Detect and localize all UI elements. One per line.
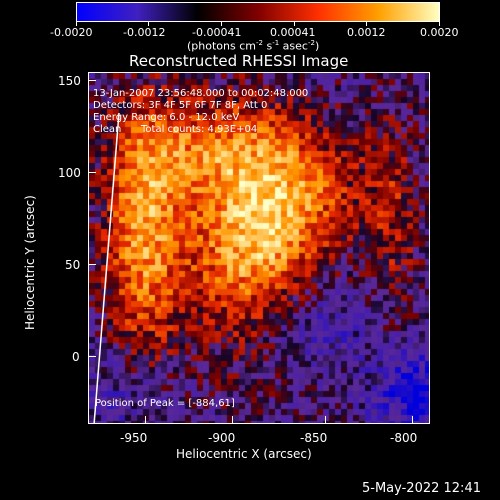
- colorbar-unit-label: (photons cm-2 s-1 asec-2): [187, 39, 320, 53]
- x-axis-label: Heliocentric X (arcsec): [176, 447, 312, 461]
- method-label: Clean: [93, 124, 122, 135]
- y-tick: [88, 356, 96, 357]
- colorbar: [76, 2, 440, 22]
- y-tick-label: 100: [58, 166, 81, 180]
- time-range-label: 13-Jan-2007 23:56:48.000 to 00:02:48.000: [93, 88, 309, 99]
- x-tick-label: -850: [300, 431, 328, 445]
- colorbar-tick: [148, 22, 149, 26]
- y-tick: [88, 172, 96, 173]
- colorbar-tick-label: -0.00041: [192, 26, 242, 39]
- colorbar-tick: [439, 22, 440, 26]
- y-axis-label: Heliocentric Y (arcsec): [23, 195, 37, 330]
- x-tick: [145, 416, 146, 424]
- peak-position-label: Position of Peak = [-884,61]: [95, 398, 235, 409]
- colorbar-tick: [221, 22, 222, 26]
- x-tick: [412, 416, 413, 424]
- colorbar-tick-label: -0.0020: [50, 26, 93, 39]
- footer-timestamp: 5-May-2022 12:41: [362, 481, 481, 496]
- x-tick: [325, 416, 326, 424]
- x-tick-label: -950: [120, 431, 148, 445]
- colorbar-tick-label: -0.0012: [123, 26, 166, 39]
- plot-title: Reconstructed RHESSI Image: [129, 52, 349, 70]
- colorbar-tick-label: 0.00041: [270, 26, 316, 39]
- colorbar-tick-label: 0.0020: [420, 26, 459, 39]
- colorbar-tick: [76, 22, 77, 26]
- y-tick-label: 50: [65, 258, 81, 272]
- solar-flare-heatmap: [89, 73, 429, 423]
- solar-image-frame: 13-Jan-2007 23:56:48.000 to 00:02:48.000…: [88, 72, 430, 424]
- y-tick-label: 0: [72, 350, 80, 364]
- y-tick-label: 150: [58, 74, 81, 88]
- colorbar-tick-label: 0.0012: [347, 26, 386, 39]
- colorbar-tick: [294, 22, 295, 26]
- x-tick-label: -800: [390, 431, 418, 445]
- solar-limb-line: [93, 112, 120, 423]
- total-counts-label: Total counts: 4.93E+04: [141, 124, 258, 135]
- x-tick: [232, 416, 233, 424]
- y-tick: [88, 264, 96, 265]
- detectors-label: Detectors: 3F 4F 5F 6F 7F 8F, Att 0: [93, 100, 268, 111]
- energy-range-label: Energy Range: 6.0 - 12.0 keV: [93, 112, 240, 123]
- colorbar-tick: [366, 22, 367, 26]
- x-tick-label: -900: [208, 431, 236, 445]
- y-tick: [88, 80, 96, 81]
